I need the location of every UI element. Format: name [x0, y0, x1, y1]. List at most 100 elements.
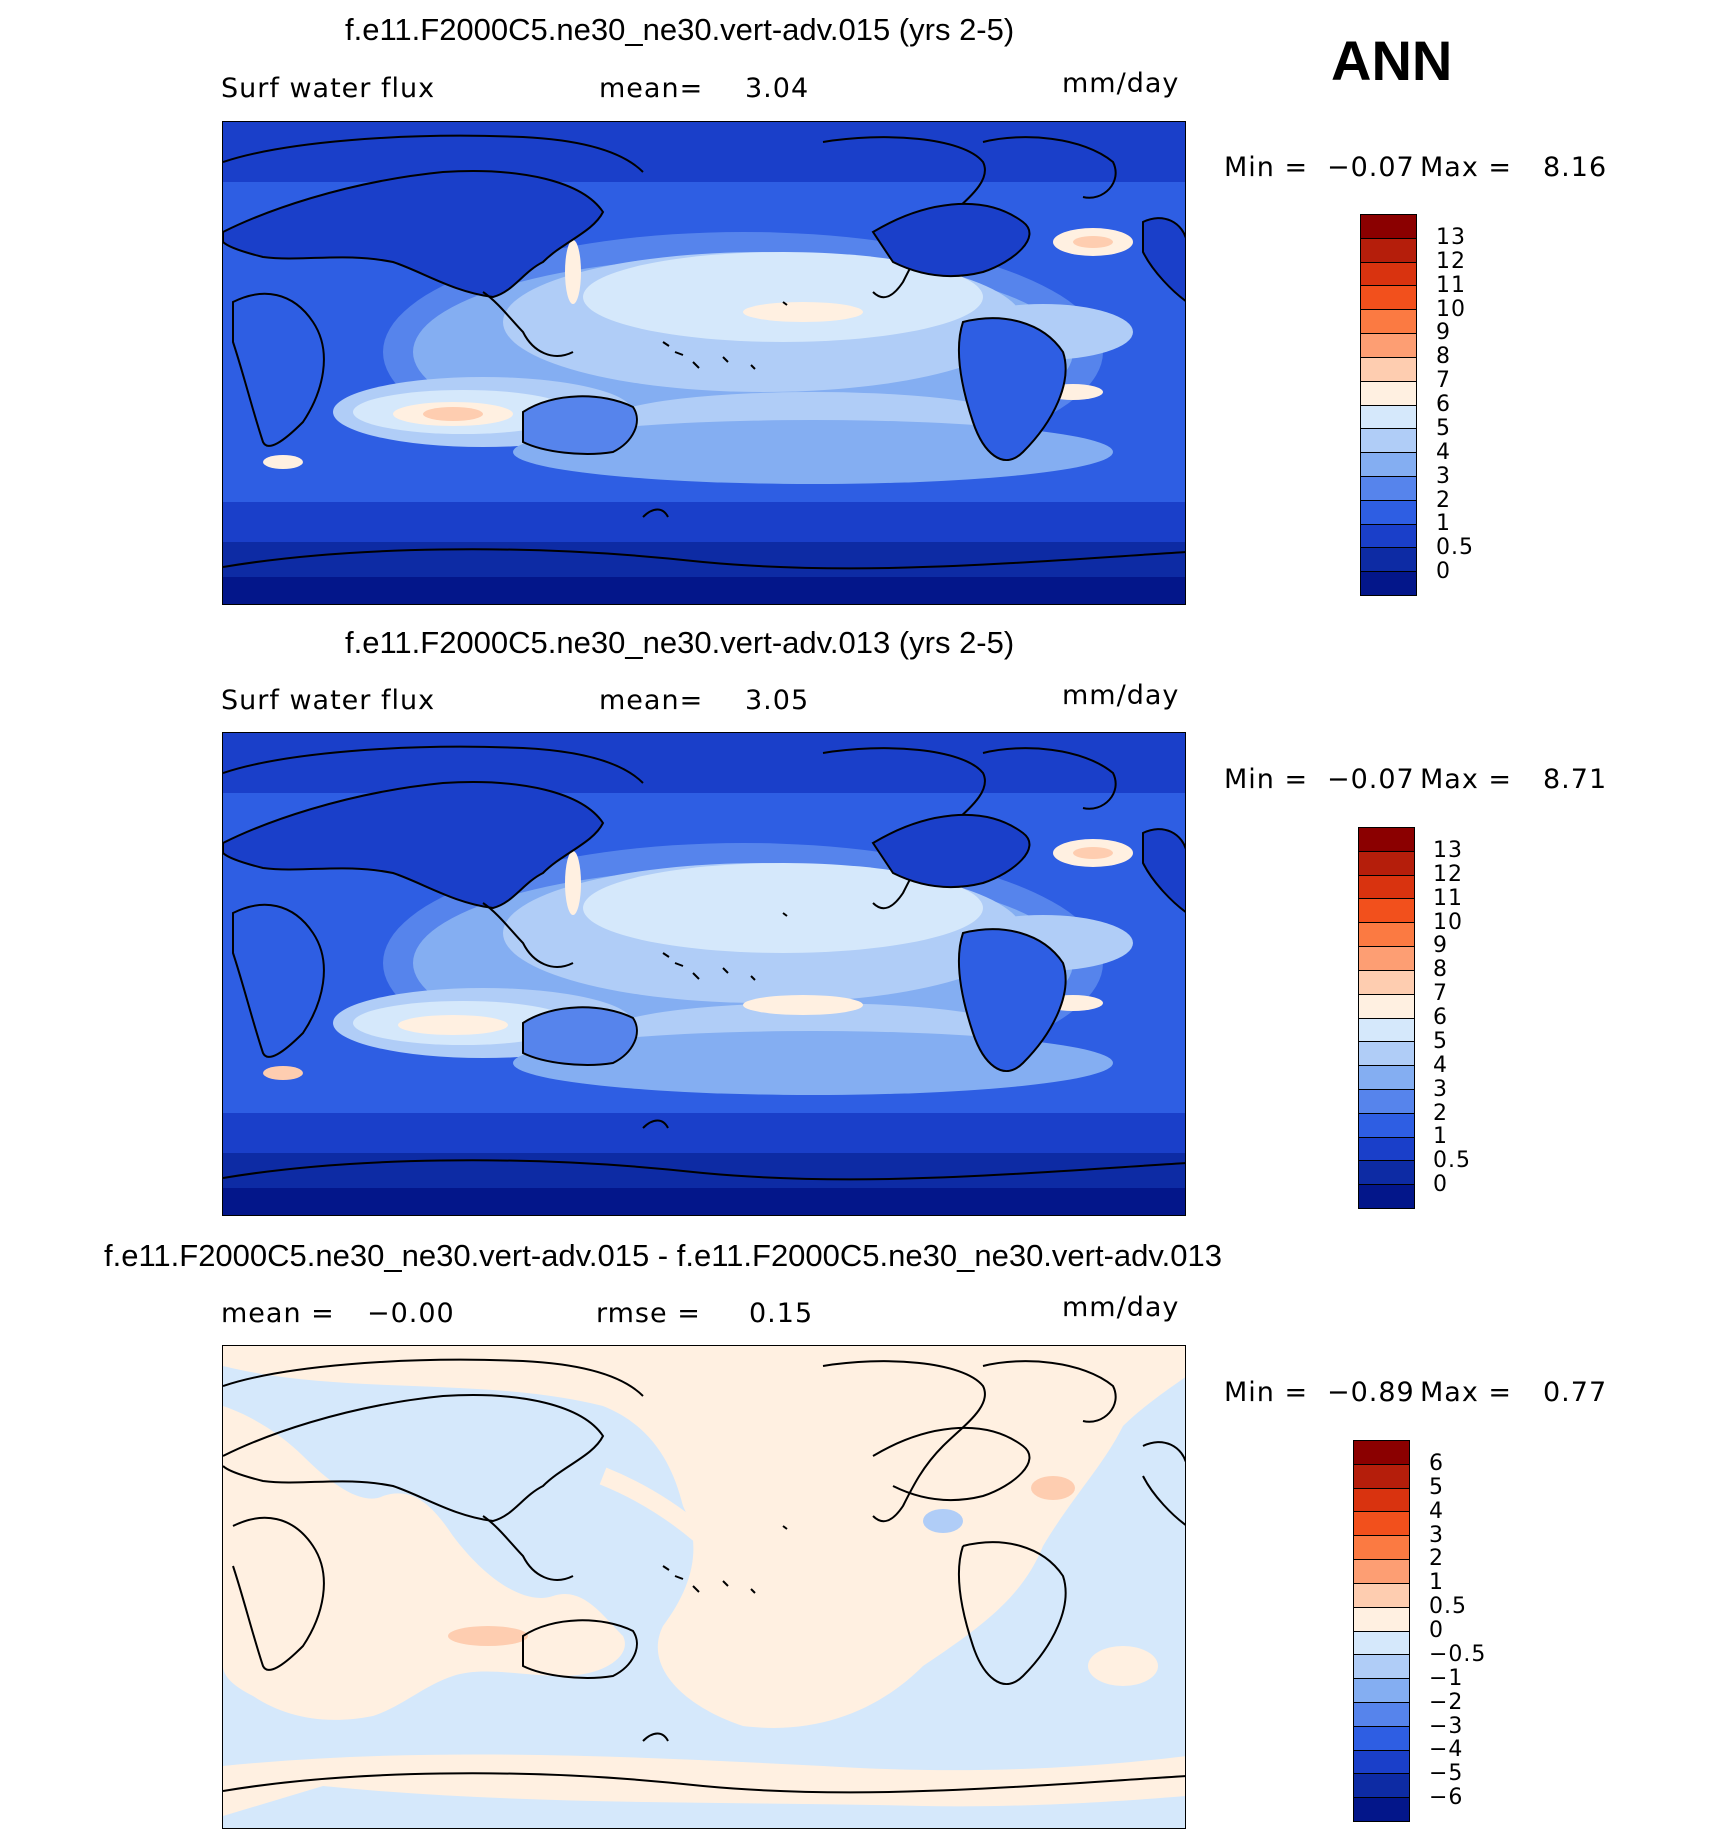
- panel-3-min-value: −0.89: [1327, 1377, 1415, 1408]
- colorbar-cell: [1354, 1702, 1409, 1727]
- colorbar-tick-label: 7: [1436, 368, 1451, 394]
- colorbar-cell: [1359, 947, 1414, 971]
- colorbar-tick-label: 8: [1433, 957, 1448, 983]
- colorbar-cell: [1359, 1042, 1414, 1067]
- panel-2-map-field: [223, 733, 1185, 1215]
- colorbar-tick-label: 0: [1429, 1618, 1444, 1643]
- panel-3-max-label: Max =: [1420, 1377, 1513, 1408]
- panel-3-map-field: [223, 1346, 1185, 1828]
- colorbar-cell: [1361, 286, 1416, 311]
- colorbar-tick-label: −3: [1429, 1713, 1464, 1739]
- colorbar-cell: [1354, 1655, 1409, 1680]
- colorbar-cell: [1359, 1089, 1414, 1114]
- colorbar-cell: [1361, 524, 1416, 549]
- colorbar-tick-label: 2: [1436, 487, 1451, 513]
- colorbar-cell: [1361, 476, 1416, 501]
- colorbar-tick-label: 6: [1436, 392, 1451, 417]
- colorbar-cell: [1361, 572, 1416, 595]
- colorbar-tick-label: 4: [1433, 1052, 1448, 1078]
- colorbar-cell: [1361, 215, 1416, 239]
- panel-3-rmse-value: 0.15: [749, 1298, 814, 1329]
- season-label: ANN: [1331, 29, 1453, 92]
- panel-1-variable: Surf water flux: [221, 73, 436, 104]
- colorbar-cell: [1361, 453, 1416, 477]
- colorbar-cell: [1354, 1560, 1409, 1584]
- panel-2-min-value: −0.07: [1327, 764, 1415, 795]
- colorbar-cell: [1359, 970, 1414, 995]
- colorbar-cell: [1354, 1774, 1409, 1799]
- colorbar-tick-label: 0: [1436, 559, 1451, 585]
- colorbar-cell: [1359, 1066, 1414, 1090]
- colorbar-cell: [1354, 1607, 1409, 1632]
- colorbar-cell: [1354, 1726, 1409, 1751]
- colorbar-cell: [1361, 262, 1416, 287]
- panel-2-mean-label: mean=: [599, 685, 704, 716]
- colorbar-cell: [1354, 1464, 1409, 1489]
- colorbar-tick-label: 9: [1433, 933, 1448, 959]
- colorbar-tick-label: 11: [1433, 885, 1463, 911]
- colorbar-cell: [1354, 1536, 1409, 1561]
- panel-2-max-value: 8.71: [1543, 764, 1608, 795]
- panel-1-min-value: −0.07: [1327, 152, 1415, 183]
- colorbar-cell: [1361, 500, 1416, 525]
- colorbar-cell: [1361, 429, 1416, 454]
- colorbar-cell: [1359, 994, 1414, 1019]
- panel-1-mean-label: mean=: [599, 73, 704, 104]
- colorbar-cell: [1354, 1750, 1409, 1775]
- colorbar-tick-label: 5: [1436, 415, 1451, 441]
- colorbar-tick-label: −4: [1429, 1737, 1464, 1763]
- panel-1-map-field: [223, 122, 1185, 604]
- colorbar-tick-label: 12: [1436, 248, 1466, 274]
- panel-2-max-label: Max =: [1420, 764, 1513, 795]
- colorbar-tick-label: 10: [1436, 296, 1466, 322]
- colorbar-cell: [1354, 1679, 1409, 1703]
- colorbar-tick-label: 11: [1436, 272, 1466, 298]
- colorbar-cell: [1354, 1798, 1409, 1821]
- colorbar-cell: [1359, 899, 1414, 924]
- colorbar-tick-label: 6: [1429, 1450, 1444, 1476]
- panel-1-units: mm/day: [1062, 68, 1180, 99]
- colorbar-tick-label: 0: [1433, 1172, 1448, 1198]
- colorbar-cell: [1361, 310, 1416, 335]
- colorbar-tick-label: −5: [1429, 1761, 1464, 1787]
- panel-2-title: f.e11.F2000C5.ne30_ne30.vert-adv.013 (yr…: [345, 625, 1015, 660]
- colorbar-tick-label: 4: [1429, 1498, 1444, 1524]
- colorbar-tick-label: 0.5: [1433, 1148, 1471, 1174]
- panel-1-map: [222, 121, 1186, 605]
- colorbar-cell: [1359, 1161, 1414, 1186]
- colorbar-tick-label: 7: [1433, 981, 1448, 1007]
- colorbar-tick-label: 6: [1433, 1005, 1448, 1030]
- panel-1-max-label: Max =: [1420, 152, 1513, 183]
- colorbar-tick-label: 9: [1436, 320, 1451, 346]
- colorbar-tick-label: 10: [1433, 909, 1463, 935]
- colorbar-tick-label: 0.5: [1429, 1594, 1467, 1620]
- colorbar-cell: [1354, 1512, 1409, 1537]
- panel-1-min-label: Min =: [1224, 152, 1309, 183]
- panel-3-colorbar: [1353, 1440, 1410, 1822]
- colorbar-tick-label: 5: [1433, 1028, 1448, 1054]
- panel-2-units: mm/day: [1062, 680, 1180, 711]
- colorbar-cell: [1361, 238, 1416, 263]
- panel-1-title: f.e11.F2000C5.ne30_ne30.vert-adv.015 (yr…: [345, 12, 1015, 47]
- panel-1-colorbar: [1360, 214, 1417, 596]
- colorbar-tick-label: 13: [1436, 224, 1466, 250]
- colorbar-cell: [1354, 1631, 1409, 1656]
- colorbar-cell: [1359, 1185, 1414, 1208]
- colorbar-tick-label: 4: [1436, 439, 1451, 465]
- colorbar-tick-label: −1: [1429, 1665, 1464, 1691]
- colorbar-tick-label: 3: [1433, 1076, 1448, 1102]
- panel-3-mean-label: mean =: [221, 1298, 335, 1329]
- panel-2-mean-value: 3.05: [745, 685, 810, 716]
- panel-3-rmse-label: rmse =: [596, 1298, 701, 1329]
- colorbar-cell: [1361, 548, 1416, 573]
- colorbar-tick-label: 13: [1433, 837, 1463, 863]
- panel-2-min-label: Min =: [1224, 764, 1309, 795]
- colorbar-tick-label: 8: [1436, 344, 1451, 370]
- panel-3-units: mm/day: [1062, 1292, 1180, 1323]
- colorbar-tick-label: 2: [1429, 1546, 1444, 1572]
- colorbar-cell: [1361, 381, 1416, 406]
- colorbar-tick-label: 2: [1433, 1100, 1448, 1126]
- colorbar-cell: [1359, 851, 1414, 876]
- colorbar-cell: [1359, 923, 1414, 948]
- colorbar-cell: [1359, 875, 1414, 900]
